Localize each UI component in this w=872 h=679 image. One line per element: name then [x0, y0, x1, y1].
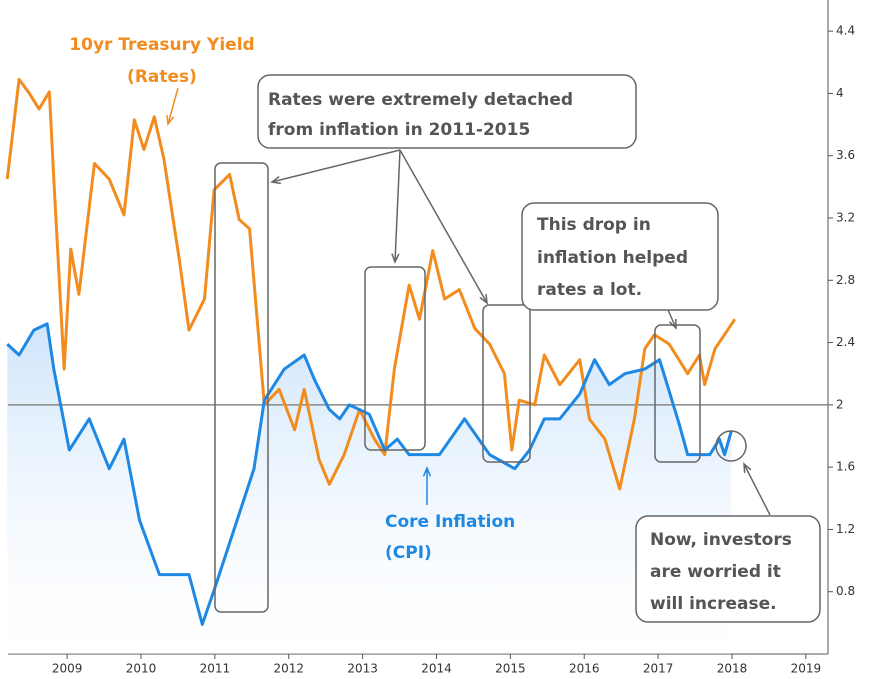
annotation-text: Core Inflation — [385, 512, 515, 532]
arrow — [667, 309, 677, 329]
x-tick-label: 2010 — [126, 662, 157, 676]
annotation-box — [521, 202, 719, 311]
x-tick-label: 2018 — [717, 662, 748, 676]
arrow-head — [270, 175, 282, 185]
highlight-circle — [715, 430, 747, 462]
annotation-text: 10yr Treasury Yield — [69, 35, 254, 55]
annotation-text: This drop in — [537, 215, 651, 235]
y-tick-label: 1.6 — [836, 460, 855, 474]
series-line — [6, 322, 733, 626]
annotation-text: Rates were extremely detached — [268, 90, 573, 110]
highlight-box — [214, 162, 269, 613]
x-tick-label: 2012 — [273, 662, 304, 676]
arrow — [394, 149, 401, 263]
arrow — [743, 463, 771, 516]
x-tick-label: 2017 — [643, 662, 674, 676]
x-tick-label: 2011 — [200, 662, 231, 676]
annotation-text: from inflation in 2011-2015 — [268, 120, 530, 140]
y-tick-label: 2.4 — [836, 335, 855, 349]
annotation-text: (CPI) — [385, 543, 432, 563]
arrow-head — [166, 114, 175, 126]
y-tick-label: 4 — [836, 86, 844, 100]
x-tick-label: 2013 — [347, 662, 378, 676]
highlight-box — [364, 266, 426, 451]
annotation-box — [257, 74, 637, 149]
y-tick-label: 1.2 — [836, 522, 855, 536]
y-tick-label: 4.4 — [836, 24, 855, 38]
annotation-text: are worried it — [650, 562, 781, 582]
annotation-text: (Rates) — [127, 67, 197, 87]
arrow — [271, 149, 401, 183]
series-line — [5, 77, 737, 491]
cpi-area — [7, 323, 732, 654]
annotation-box — [635, 515, 821, 623]
y-tick-label: 2 — [836, 397, 844, 411]
highlight-box — [482, 304, 531, 463]
arrow-head — [391, 253, 400, 264]
x-tick-label: 2009 — [52, 662, 83, 676]
x-tick-label: 2014 — [421, 662, 452, 676]
arrow-head — [422, 466, 432, 477]
annotation-text: rates a lot. — [537, 280, 642, 300]
x-tick-label: 2016 — [569, 662, 600, 676]
arrow — [399, 149, 488, 304]
x-tick-label: 2019 — [791, 662, 822, 676]
arrow-head — [479, 293, 488, 305]
y-tick-label: 3.2 — [836, 211, 855, 225]
annotation-text: inflation helped — [537, 248, 688, 268]
arrow-head — [668, 318, 677, 330]
plot: 0.8 1.2 1.6 2 2.4 2.8 3.2 3.6 4 4.4 2009 2010 2011 20… — [5, 0, 855, 676]
x-tick-label: 2015 — [495, 662, 526, 676]
highlight-box — [654, 324, 701, 463]
y-tick-label: 3.6 — [836, 148, 855, 162]
arrow — [167, 87, 179, 125]
annotation-text: will increase. — [650, 594, 777, 614]
annotation-text: Now, investors — [650, 530, 792, 550]
y-tick-label: 0.8 — [836, 584, 855, 598]
arrow-head — [743, 462, 752, 474]
y-tick-label: 2.8 — [836, 273, 855, 287]
